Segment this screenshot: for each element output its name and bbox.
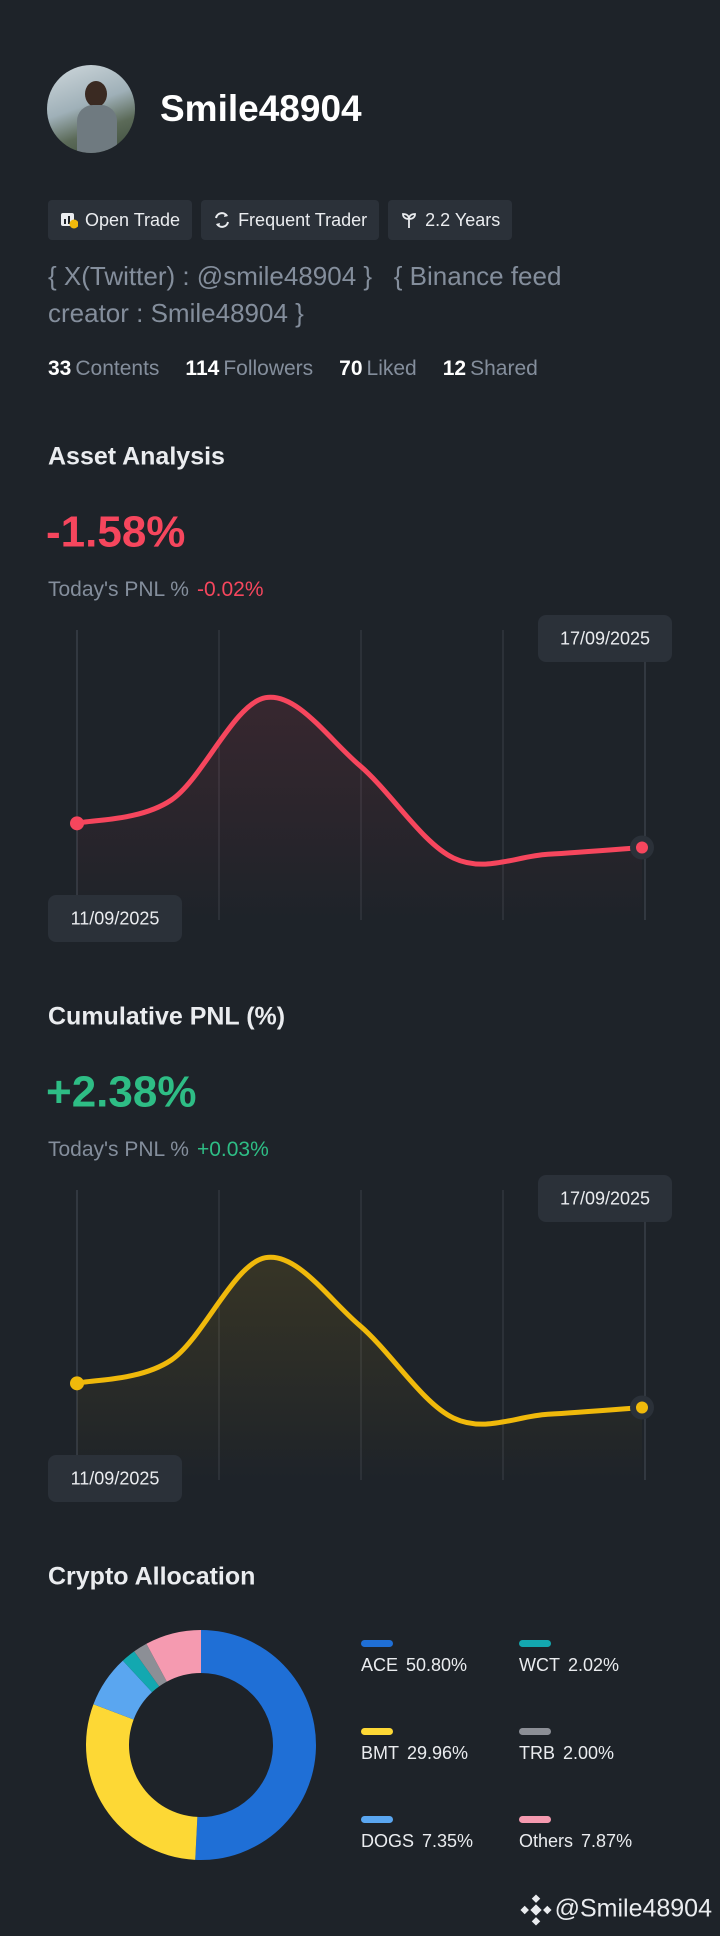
tag-icon xyxy=(215,212,230,228)
stat-label: Shared xyxy=(470,357,538,380)
tag-text: Open Trade xyxy=(85,209,181,230)
stat-label: Contents xyxy=(75,357,160,380)
tag-text: 2.2 Years xyxy=(425,209,501,230)
start-point xyxy=(70,1376,84,1391)
legend-name: BMT xyxy=(361,1743,399,1763)
tag-list: Open Trade Frequent Trader 2.2 Years xyxy=(48,200,521,240)
stat-count: 33 xyxy=(48,357,72,380)
legend-swatch xyxy=(519,1816,551,1823)
stat-label: Liked xyxy=(366,357,417,380)
legend-name: ACE xyxy=(361,1655,398,1675)
bio: { X(Twitter) : @smile48904 } { Binance f… xyxy=(48,261,569,328)
tag[interactable]: Open Trade xyxy=(48,200,193,240)
donut-slice xyxy=(122,1651,160,1693)
date-badge xyxy=(538,1175,672,1222)
date-label: 17/09/2025 xyxy=(560,1188,650,1208)
pnl-caption: Today's PNL % -0.02% xyxy=(48,578,264,601)
user-name: Smile48904 xyxy=(160,88,362,129)
section-title: Cumulative PNL (%) xyxy=(48,1003,285,1031)
legend-value: 7.35% xyxy=(422,1831,473,1851)
pnl-label: Today's PNL % xyxy=(48,1138,189,1161)
line xyxy=(74,1254,645,1427)
line-area xyxy=(77,697,642,920)
donut-slice xyxy=(134,1643,167,1687)
legend-value: 50.80% xyxy=(406,1655,467,1675)
stat-count: 12 xyxy=(442,357,467,380)
headline-value: +2.38% xyxy=(46,1068,196,1117)
donut-slice xyxy=(195,1630,316,1860)
donut-slice xyxy=(93,1660,153,1720)
legend-text: ACE 50.80% xyxy=(361,1655,467,1675)
line-area xyxy=(77,1257,642,1480)
stat-count: 70 xyxy=(339,357,363,380)
pnl-value: -0.02% xyxy=(197,578,264,601)
legend-text: TRB 2.00% xyxy=(519,1743,614,1763)
avatar[interactable] xyxy=(47,65,135,153)
legend-value: 7.87% xyxy=(581,1831,632,1851)
legend-value: 2.02% xyxy=(568,1655,619,1675)
start-point xyxy=(70,816,84,831)
section-title: Asset Analysis xyxy=(48,443,225,471)
headline-value: -1.58% xyxy=(46,508,185,557)
legend-name: WCT xyxy=(519,1655,560,1675)
legend-swatch xyxy=(361,1816,393,1823)
date-label: 11/09/2025 xyxy=(71,1468,160,1488)
date-badge xyxy=(48,1455,182,1502)
end-point xyxy=(636,1401,648,1414)
stat-count: 114 xyxy=(185,357,220,380)
legend-text: DOGS 7.35% xyxy=(361,1831,473,1851)
legend-name: TRB xyxy=(519,1743,555,1763)
tag[interactable]: Frequent Trader xyxy=(201,200,380,240)
end-point xyxy=(636,841,648,854)
date-badge xyxy=(48,895,182,942)
legend-name: Others xyxy=(519,1831,573,1851)
legend-swatch xyxy=(361,1728,393,1735)
line xyxy=(74,694,645,867)
date-label: 11/09/2025 xyxy=(71,908,160,928)
legend-name: DOGS xyxy=(361,1831,414,1851)
pnl-value: +0.03% xyxy=(197,1138,269,1161)
legend-swatch xyxy=(519,1728,551,1735)
legend-swatch xyxy=(361,1640,393,1647)
pnl-caption: Today's PNL % +0.03% xyxy=(48,1138,269,1161)
pnl-label: Today's PNL % xyxy=(48,578,189,601)
stats: 33 Contents 114 Followers 70 Liked 12 Shared xyxy=(48,357,564,381)
legend-text: Others 7.87% xyxy=(519,1831,632,1851)
tag-icon xyxy=(61,213,78,229)
date-badge xyxy=(538,615,672,662)
date-label: 17/09/2025 xyxy=(560,628,650,648)
tag-icon xyxy=(402,213,417,228)
donut-slice xyxy=(85,1704,198,1860)
legend-value: 2.00% xyxy=(563,1743,614,1763)
tag[interactable]: 2.2 Years xyxy=(388,200,513,240)
tag-text: Frequent Trader xyxy=(238,209,368,230)
legend-text: BMT 29.96% xyxy=(361,1743,468,1763)
section-title: Crypto Allocation xyxy=(48,1563,255,1591)
legend-text: WCT 2.02% xyxy=(519,1655,619,1675)
legend-value: 29.96% xyxy=(407,1743,468,1763)
stat-label: Followers xyxy=(223,357,314,380)
footer-logo xyxy=(520,1894,552,1926)
footer-handle: @Smile48904 xyxy=(555,1895,713,1923)
legend-swatch xyxy=(519,1640,551,1647)
donut-slice xyxy=(146,1630,201,1682)
